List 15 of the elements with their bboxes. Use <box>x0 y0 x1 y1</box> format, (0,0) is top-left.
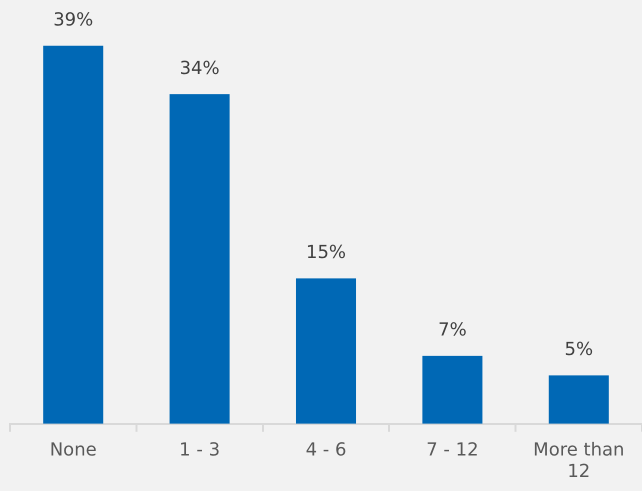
x-tick-label: 4 - 6 <box>306 439 346 460</box>
bar <box>296 278 356 424</box>
data-label: 5% <box>564 338 594 360</box>
bar <box>422 356 482 424</box>
x-tick-label: 1 - 3 <box>179 439 220 460</box>
x-tick-label: More than 12 <box>533 439 624 482</box>
bar <box>548 375 609 424</box>
data-label: 39% <box>53 9 94 30</box>
data-label: 34% <box>180 58 220 79</box>
data-label: 15% <box>306 242 346 264</box>
bar <box>170 94 230 424</box>
data-label: 7% <box>438 320 467 341</box>
bar <box>43 46 104 424</box>
x-tick-label: 7 - 12 <box>426 439 479 460</box>
x-tick-label: None <box>50 439 97 460</box>
